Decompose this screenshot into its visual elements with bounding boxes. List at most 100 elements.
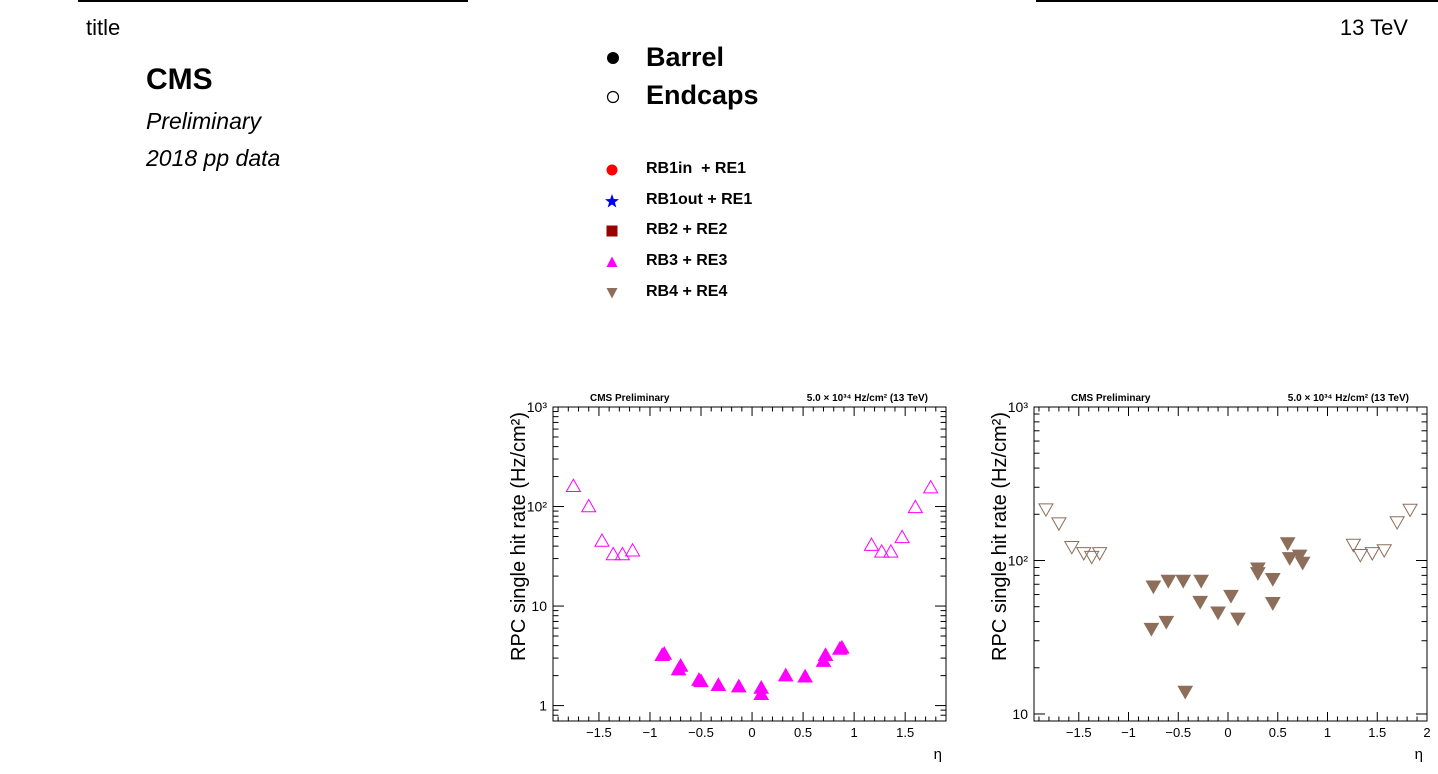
panel2-endcap-point bbox=[1364, 547, 1381, 561]
panel1-x-tick-label: 1.5 bbox=[896, 725, 914, 740]
open-circle-icon bbox=[606, 90, 620, 104]
panel2-x-tick-label: 0 bbox=[1224, 725, 1231, 740]
panel2-barrel-point bbox=[1264, 597, 1281, 611]
top-rule-right bbox=[1036, 0, 1438, 2]
panel1-endcap-point bbox=[894, 529, 910, 544]
panel2-y-tick-label: 10 bbox=[1012, 706, 1028, 722]
panel1-barrel-point bbox=[797, 668, 813, 683]
panel2-barrel-point bbox=[1291, 549, 1308, 564]
panel2-x-tick-label: 1.5 bbox=[1368, 725, 1386, 740]
legend-label-rb2: RB2 + RE2 bbox=[646, 221, 728, 238]
panel1-endcap-point bbox=[863, 537, 880, 551]
experiment-label: CMS bbox=[146, 63, 213, 96]
panel1-x-tick-label: 0 bbox=[748, 725, 755, 740]
legend-label-endcaps: Endcaps bbox=[646, 80, 759, 110]
figure-title: title bbox=[86, 15, 121, 40]
panel1-barrel-point bbox=[730, 678, 747, 693]
panel1-endcap-point bbox=[565, 478, 582, 492]
panel1-barrel-point bbox=[672, 657, 689, 672]
panel2-y-axis-label: RPC single hit rate (Hz/cm²) bbox=[989, 412, 1011, 661]
panel2-endcap-point bbox=[1402, 503, 1418, 518]
panel2-endcap-point bbox=[1038, 503, 1054, 518]
legend-label-rb1in: RB1in + RE1 bbox=[646, 160, 747, 177]
panel1-x-tick-label: −1 bbox=[643, 725, 658, 740]
panel1-endcap-point bbox=[873, 543, 890, 558]
panel2-barrel-point bbox=[1294, 556, 1311, 571]
panel1-endcap-point bbox=[605, 546, 622, 561]
panel2-x-tick-label: 2 bbox=[1423, 725, 1430, 740]
panel2-barrel-point bbox=[1160, 574, 1177, 589]
dark-red-square-icon bbox=[606, 225, 618, 237]
panel2-barrel-point bbox=[1230, 612, 1246, 627]
panel1-y-axis-label: RPC single hit rate (Hz/cm²) bbox=[508, 412, 530, 661]
panel1-endcap-point bbox=[907, 499, 924, 514]
panel2-barrel-point bbox=[1264, 573, 1281, 587]
panel1-header-right: 5.0 × 10³⁴ Hz/cm² (13 TeV) bbox=[807, 393, 928, 404]
panel2-endcap-point bbox=[1389, 516, 1406, 531]
legend-label-rb3: RB3 + RE3 bbox=[646, 252, 728, 269]
panel2-y-tick-label: 10³ bbox=[1008, 399, 1029, 415]
status-label: Preliminary bbox=[146, 108, 262, 134]
panel2-endcap-point bbox=[1352, 548, 1369, 563]
brown-triangle-down-icon bbox=[606, 288, 618, 299]
panel2-barrel-point bbox=[1223, 589, 1239, 604]
panel1-y-tick-label: 10² bbox=[527, 499, 548, 515]
panel2-x-tick-label: −1.5 bbox=[1066, 725, 1092, 740]
panel1-x-axis-label: η bbox=[934, 746, 942, 763]
panel2-barrel-point bbox=[1143, 622, 1160, 637]
energy-label: 13 TeV bbox=[1339, 15, 1408, 40]
legend-label-rb1out: RB1out + RE1 bbox=[646, 191, 753, 208]
magenta-triangle-up-icon bbox=[606, 256, 618, 267]
panel2-barrel-point bbox=[1210, 606, 1226, 621]
panel2-x-tick-label: 0.5 bbox=[1269, 725, 1287, 740]
panel1-x-tick-label: −0.5 bbox=[688, 725, 714, 740]
panel1-barrel-point bbox=[777, 667, 794, 682]
panel1-barrel-point bbox=[710, 677, 727, 692]
panel1-header-left: CMS Preliminary bbox=[590, 393, 670, 404]
panel2-x-tick-label: −1 bbox=[1121, 725, 1136, 740]
panel2-endcap-point bbox=[1051, 517, 1067, 532]
panel2-endcap-point bbox=[1075, 547, 1092, 561]
panel2-frame bbox=[1033, 406, 1428, 722]
panel2-barrel-point bbox=[1249, 567, 1266, 581]
panel1-barrel-point bbox=[834, 639, 850, 654]
panel1-barrel-point bbox=[656, 645, 673, 660]
panel2-barrel-point bbox=[1177, 685, 1194, 700]
panel1-endcap-point bbox=[594, 533, 610, 547]
panel1-barrel-point bbox=[817, 647, 834, 662]
legend-label-rb4: RB4 + RE4 bbox=[646, 283, 728, 300]
panel1-x-tick-label: −1.5 bbox=[586, 725, 612, 740]
panel2-barrel-point bbox=[1193, 574, 1210, 589]
panel2-x-axis-label: η bbox=[1415, 746, 1423, 763]
panel2-header-left: CMS Preliminary bbox=[1071, 393, 1151, 404]
panel1-x-tick-label: 0.5 bbox=[794, 725, 812, 740]
panel1-y-tick-label: 1 bbox=[539, 698, 547, 714]
panel2-barrel-point bbox=[1192, 595, 1209, 610]
panel1-barrel-point bbox=[693, 673, 709, 688]
panel1-endcap-point bbox=[883, 543, 899, 558]
dataset-label: 2018 pp data bbox=[146, 145, 281, 171]
panel1-y-tick-label: 10³ bbox=[527, 399, 548, 415]
panel2-barrel-point bbox=[1158, 615, 1175, 630]
panel2-endcap-point bbox=[1083, 550, 1100, 565]
panel1-endcap-point bbox=[922, 479, 939, 494]
panel1-endcap-point bbox=[624, 542, 641, 557]
filled-circle-icon bbox=[607, 52, 619, 64]
panel2-barrel-point bbox=[1175, 574, 1192, 589]
panel2-barrel-point bbox=[1279, 537, 1296, 552]
panel2-endcap-point bbox=[1345, 538, 1362, 553]
panel2-endcap-point bbox=[1063, 540, 1080, 555]
top-rule-left bbox=[78, 0, 468, 2]
panel1-y-tick-label: 10 bbox=[531, 598, 547, 614]
panel1-endcap-point bbox=[614, 546, 631, 561]
panel2-endcap-point bbox=[1091, 547, 1108, 561]
panel1-barrel-point bbox=[753, 680, 770, 694]
panel2-y-tick-label: 10² bbox=[1008, 552, 1029, 568]
panel1-x-tick-label: 1 bbox=[851, 725, 858, 740]
panel1-endcap-point bbox=[580, 498, 597, 513]
blue-star-icon bbox=[605, 194, 619, 208]
panel2-x-tick-label: 1 bbox=[1324, 725, 1331, 740]
panel2-barrel-point bbox=[1145, 580, 1162, 595]
panel1-frame bbox=[552, 406, 947, 722]
